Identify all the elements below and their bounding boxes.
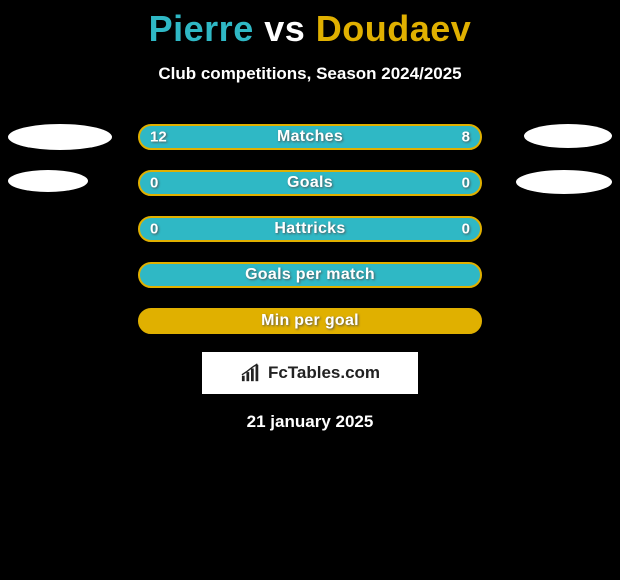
- branding-text: FcTables.com: [268, 363, 380, 383]
- stat-rows: 12 Matches 8 0 Goals 0 0 Hattricks 0: [0, 114, 620, 344]
- player2-marker: [516, 170, 612, 194]
- player2-value: 8: [462, 129, 470, 146]
- vs-label: vs: [264, 8, 305, 49]
- stat-bar: 12 Matches 8: [138, 124, 482, 150]
- player2-value: 0: [462, 175, 470, 192]
- player2-value: 0: [462, 221, 470, 238]
- stat-bar: Goals per match: [138, 262, 482, 288]
- stat-row-hattricks: 0 Hattricks 0: [0, 206, 620, 252]
- date-label: 21 january 2025: [0, 412, 620, 432]
- stat-label: Goals: [287, 174, 333, 192]
- stat-row-min-per-goal: Min per goal: [0, 298, 620, 344]
- stat-bar: Min per goal: [138, 308, 482, 334]
- player1-value: 12: [150, 129, 167, 146]
- player1-marker: [8, 124, 112, 150]
- stat-bar: 0 Goals 0: [138, 170, 482, 196]
- player1-value: 0: [150, 221, 158, 238]
- stat-bar: 0 Hattricks 0: [138, 216, 482, 242]
- player1-name: Pierre: [149, 8, 254, 49]
- chart-icon: [240, 363, 262, 383]
- stat-row-matches: 12 Matches 8: [0, 114, 620, 160]
- player1-value: 0: [150, 175, 158, 192]
- stat-label: Matches: [277, 128, 343, 146]
- stat-label: Goals per match: [245, 266, 375, 284]
- comparison-container: Pierre vs Doudaev Club competitions, Sea…: [0, 0, 620, 580]
- player2-marker: [524, 124, 612, 148]
- subtitle: Club competitions, Season 2024/2025: [0, 64, 620, 84]
- player2-name: Doudaev: [316, 8, 472, 49]
- player1-marker: [8, 170, 88, 192]
- stat-label: Hattricks: [274, 220, 345, 238]
- stat-label: Min per goal: [261, 312, 359, 330]
- stat-row-goals-per-match: Goals per match: [0, 252, 620, 298]
- page-title: Pierre vs Doudaev: [0, 0, 620, 50]
- stat-row-goals: 0 Goals 0: [0, 160, 620, 206]
- branding-badge[interactable]: FcTables.com: [202, 352, 418, 394]
